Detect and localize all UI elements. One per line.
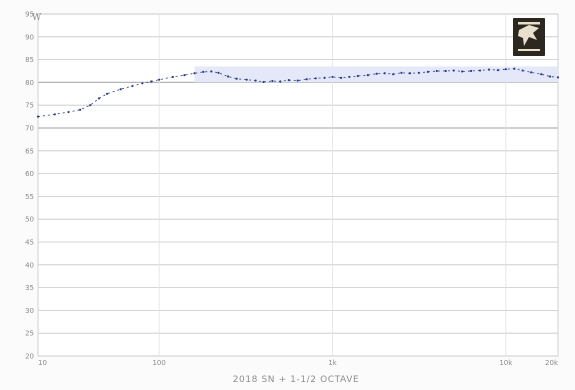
y-tick-label: 45: [25, 239, 34, 247]
data-point: [36, 115, 40, 118]
data-point: [262, 80, 265, 84]
data-point: [202, 70, 205, 74]
series-layer: [36, 67, 560, 118]
data-point: [183, 74, 186, 77]
data-point: [287, 79, 290, 82]
x-tick-label: 100: [152, 359, 165, 367]
logo-badge: [513, 18, 545, 56]
data-point: [521, 69, 524, 72]
data-point: [469, 69, 473, 73]
y-tick-label: 20: [25, 353, 34, 361]
data-point: [400, 71, 403, 74]
y-tick-label: 80: [25, 79, 34, 87]
data-point: [131, 84, 134, 88]
y-tick-label: 70: [25, 125, 34, 133]
data-point: [210, 70, 213, 73]
y-tick-label: 50: [25, 216, 34, 224]
y-tick-label: 40: [25, 261, 34, 269]
data-point: [487, 68, 491, 71]
data-point: [339, 76, 343, 79]
y-tick-label: 25: [25, 330, 34, 338]
y-axis-ticks: 95 90 85 80 75 70 65 60 55 50 45 40 35 30 25 20: [25, 11, 34, 361]
x-axis-label: 2018 SN + 1-1/2 OCTAVE: [233, 375, 360, 385]
data-point: [366, 74, 369, 77]
data-point: [331, 75, 334, 79]
data-point: [461, 70, 464, 73]
data-point: [478, 69, 482, 72]
data-point: [97, 97, 101, 100]
data-point: [171, 75, 174, 79]
data-point: [548, 75, 552, 78]
falcon-emblem-icon: [518, 22, 540, 51]
data-point: [150, 80, 153, 83]
data-point: [504, 68, 507, 71]
x-tick-label: 10: [38, 359, 47, 367]
data-point: [356, 74, 359, 78]
y-tick-label: 65: [25, 147, 34, 155]
data-point: [392, 73, 395, 76]
data-point: [271, 79, 274, 83]
y-tick-label: 95: [25, 11, 34, 19]
data-point: [530, 71, 533, 74]
data-point: [254, 79, 257, 82]
data-point: [217, 71, 220, 74]
data-point: [227, 75, 230, 78]
data-point: [426, 70, 429, 74]
data-point: [105, 92, 109, 95]
data-point: [279, 80, 282, 83]
data-point: [417, 71, 420, 74]
data-point: [141, 82, 144, 85]
y-tick-label: 30: [25, 307, 34, 315]
x-tick-label: 20k: [545, 359, 559, 367]
data-point: [444, 69, 447, 73]
data-point: [452, 69, 455, 72]
data-point: [375, 72, 378, 75]
data-point: [119, 88, 122, 91]
data-point: [235, 77, 238, 80]
x-tick-label: 10k: [499, 359, 513, 367]
plot-background: [37, 13, 559, 357]
y-tick-label: 35: [25, 284, 34, 292]
data-point: [245, 78, 248, 81]
y-tick-label: 55: [25, 193, 34, 201]
data-point: [158, 78, 161, 81]
data-point: [513, 67, 516, 70]
y-axis-label: W: [32, 13, 42, 23]
data-point: [348, 75, 351, 79]
data-point: [435, 69, 438, 73]
data-point: [67, 110, 70, 114]
x-axis-ticks: 10 100 1k 10k 20k: [38, 359, 559, 367]
data-point: [314, 77, 317, 80]
y-tick-label: 75: [25, 102, 34, 110]
data-point: [540, 73, 543, 76]
data-point: [305, 78, 308, 81]
data-point: [383, 72, 386, 75]
y-tick-label: 90: [25, 33, 34, 41]
data-point: [556, 76, 560, 79]
data-point: [408, 72, 412, 75]
data-point: [496, 68, 499, 72]
x-tick-label: 1k: [328, 359, 337, 367]
data-point: [323, 76, 326, 79]
data-point: [193, 72, 196, 75]
data-point: [53, 113, 56, 116]
data-point: [296, 79, 299, 82]
data-point: [89, 104, 92, 107]
y-tick-label: 85: [25, 56, 34, 64]
data-point: [79, 108, 82, 111]
y-tick-label: 60: [25, 170, 34, 178]
